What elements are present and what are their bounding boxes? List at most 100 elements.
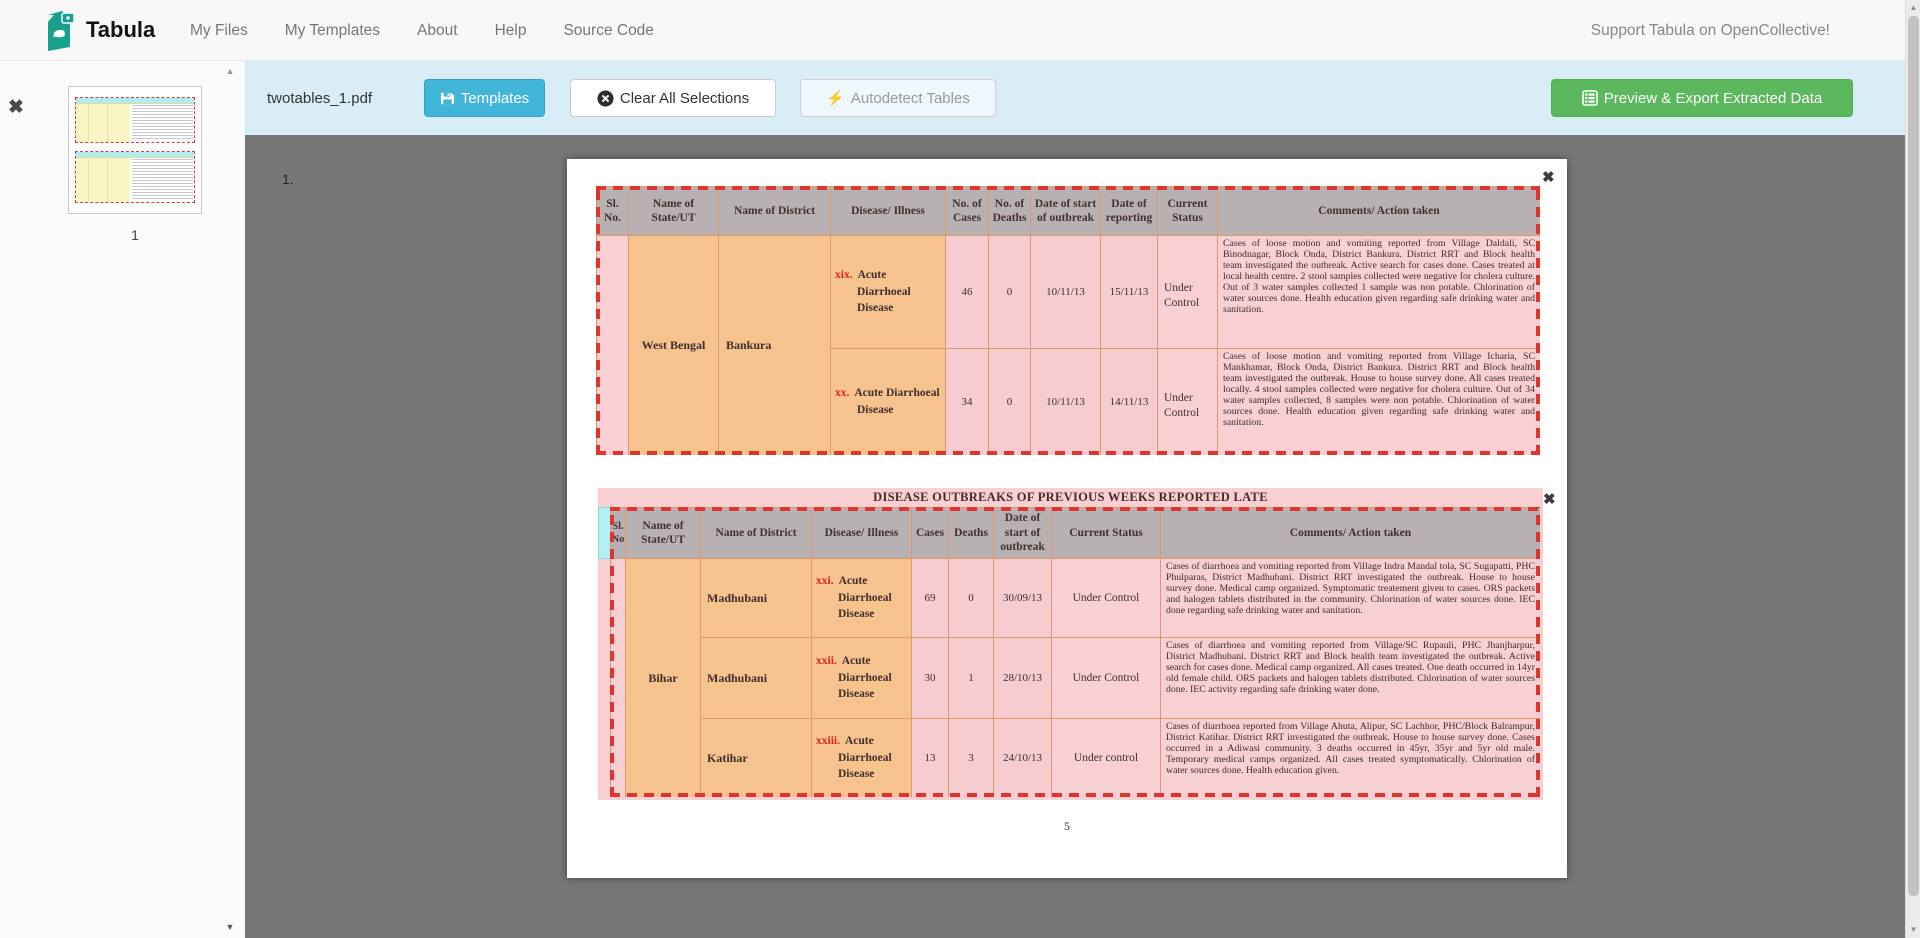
nav-item-source-code[interactable]: Source Code (563, 21, 654, 39)
disease-number: xxii. (816, 654, 837, 667)
top-navbar: Tabula My Files My Templates About Help … (0, 0, 1905, 61)
nav-item-help[interactable]: Help (494, 21, 527, 39)
thumbnail-cells (76, 104, 131, 142)
cell-district: Madhubani (700, 637, 812, 719)
document-filename: twotables_1.pdf (267, 89, 373, 107)
thumbnail-table-header (76, 152, 194, 158)
col-header: Name of District (718, 186, 831, 236)
cell-deaths: 0 (948, 558, 994, 638)
table-header-row: Sl. No Name of State/UT Name of District… (610, 507, 1540, 559)
col-header: No. of Deaths (988, 186, 1031, 236)
clear-all-selections-button[interactable]: Clear All Selections (570, 79, 776, 117)
col-header: Name of District (700, 507, 812, 559)
cell-deaths: 0 (988, 348, 1031, 455)
cell-status: Under Control (1157, 235, 1218, 349)
cell-cases: 34 (945, 348, 989, 455)
scroll-down-icon[interactable]: ▼ (1909, 925, 1918, 934)
sidebar-scroll-up-icon[interactable]: ▲ (225, 66, 235, 76)
table-row: Katihar xxiii. Acute Diarrhoeal Disease 1… (611, 718, 1540, 797)
window-scrollbar[interactable]: ▲ ▼ (1905, 0, 1920, 938)
nav-item-my-templates[interactable]: My Templates (284, 21, 381, 39)
cell-start-date: 28/10/13 (993, 637, 1052, 719)
table-row: Bihar Madhubani xxi. Acute Diarrhoeal Dis… (610, 558, 1540, 797)
scroll-up-icon[interactable]: ▲ (1909, 3, 1918, 12)
cell-cases: 13 (911, 718, 949, 797)
cell-district: Bankura (718, 235, 831, 455)
cell-district: Katihar (700, 718, 812, 797)
disease-number: xix. (835, 268, 853, 281)
page-thumbnail[interactable] (68, 86, 202, 214)
templates-button-label: Templates (460, 89, 530, 107)
cell-status: Under Control (1051, 558, 1161, 638)
cell-start-date: 10/11/13 (1030, 235, 1101, 349)
nav-item-about[interactable]: About (417, 21, 458, 39)
table-selection-2[interactable]: Sl. No Name of State/UT Name of District… (610, 507, 1540, 797)
autodetect-button-label: Autodetect Tables (850, 89, 970, 107)
thumbnail-selection-2 (75, 151, 195, 203)
cell-cases: 46 (945, 235, 989, 349)
delete-page-icon[interactable]: ✖ (8, 97, 24, 118)
col-header: Disease/ Illness (830, 186, 946, 236)
sidebar-scroll-down-icon[interactable]: ▼ (225, 922, 235, 932)
cell-deaths: 0 (988, 235, 1031, 349)
table-header-row: Sl. No. Name of State/UT Name of Distric… (596, 186, 1540, 236)
cell-comments: Cases of diarrhoea and vomiting reported… (1160, 637, 1540, 719)
cell-comments: Cases of loose motion and vomiting repor… (1217, 348, 1540, 455)
thumbnail-selection-1 (75, 97, 195, 143)
col-header: Sl. No (610, 507, 626, 559)
col-header: Name of State/UT (625, 507, 701, 559)
nav-item-my-files[interactable]: My Files (190, 21, 248, 39)
disease-name: Acute Diarrhoeal Disease (838, 734, 892, 781)
pdf-page-number: 5 (1064, 819, 1070, 833)
cell-start-date: 10/11/13 (1030, 348, 1101, 455)
table-row: Madhubani xxii. Acute Diarrhoeal Disease … (611, 637, 1540, 719)
col-header: Name of State/UT (628, 186, 719, 236)
cell-start-date: 30/09/13 (993, 558, 1052, 638)
col-header: Date of start of outbreak (993, 507, 1052, 559)
col-header: Deaths (948, 507, 994, 559)
disease-number: xxiii. (816, 734, 840, 747)
export-button-label: Preview & Export Extracted Data (1603, 89, 1823, 107)
brand[interactable]: Tabula (40, 9, 155, 51)
cell-disease: xxiii. Acute Diarrhoeal Disease (811, 718, 912, 797)
disease-name: Acute Diarrhoeal Disease (838, 574, 892, 621)
col-header: Date of start of outbreak (1030, 186, 1101, 236)
templates-button[interactable]: Templates (424, 79, 545, 117)
table-selection-1[interactable]: Sl. No. Name of State/UT Name of Distric… (596, 186, 1540, 455)
pdf-page[interactable]: Sl. No. Name of State/UT Name of Distric… (567, 159, 1567, 878)
table-row: West Bengal Bankura xix. Acute Diarrhoeal… (596, 235, 1540, 455)
thumbnail-text-lines (131, 159, 193, 201)
cell-slno (610, 558, 626, 797)
close-selection-1-icon[interactable]: ✖ (1542, 169, 1555, 186)
table-row: xx. Acute Diarrhoeal Disease 34 0 10/11/1… (597, 348, 1540, 455)
export-table-icon (1581, 90, 1598, 106)
thumbnail-cells (76, 158, 131, 202)
thumbnail-table-body (76, 158, 194, 202)
col-header: Current Status (1051, 507, 1161, 559)
thumbnail-text-lines (131, 105, 193, 142)
cell-state: West Bengal (628, 235, 719, 455)
cell-disease: xix. Acute Diarrhoeal Disease (830, 235, 946, 349)
cell-cases: 30 (911, 637, 949, 719)
cell-status: Under Control (1157, 348, 1218, 455)
support-link[interactable]: Support Tabula on OpenCollective! (1590, 21, 1830, 39)
thumbnail-table-body (76, 104, 194, 142)
thumbnail-page-number: 1 (131, 227, 139, 243)
preview-export-button[interactable]: Preview & Export Extracted Data (1551, 79, 1853, 117)
autodetect-icon: ⚡ (826, 90, 845, 107)
cell-deaths: 3 (948, 718, 994, 797)
disease-number: xxi. (816, 574, 834, 587)
cell-slno (596, 235, 629, 455)
col-header: Comments/ Action taken (1160, 507, 1540, 559)
disease-name: Acute Diarrhoeal Disease (838, 654, 892, 701)
autodetect-tables-button[interactable]: ⚡ Autodetect Tables (800, 79, 996, 117)
cell-disease: xxi. Acute Diarrhoeal Disease (811, 558, 912, 638)
disease-name: Acute Diarrhoeal Disease (857, 268, 911, 315)
cell-deaths: 1 (948, 637, 994, 719)
tabula-logo-icon (40, 9, 76, 51)
close-selection-2-icon[interactable]: ✖ (1543, 491, 1556, 508)
window-scrollbar-thumb[interactable] (1908, 16, 1919, 896)
disease-number: xx. (835, 387, 850, 400)
cell-state: Bihar (625, 558, 701, 797)
templates-icon (440, 91, 455, 106)
